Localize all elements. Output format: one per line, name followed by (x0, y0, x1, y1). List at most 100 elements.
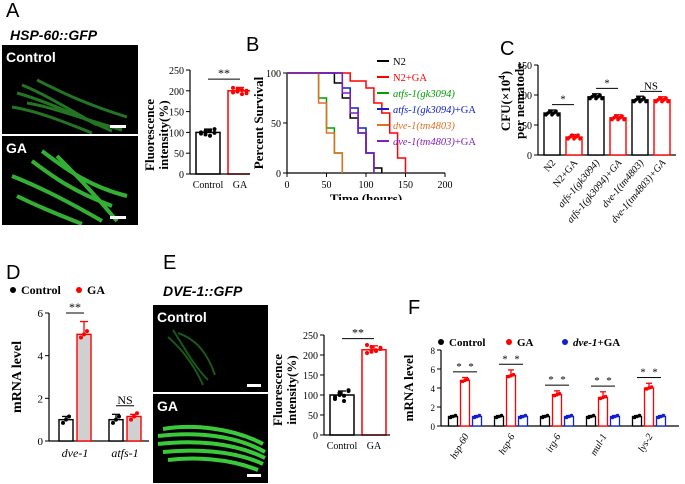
y-tick-label: 100 (169, 128, 184, 139)
chart-e-ylabel-2: intensity(%) (284, 355, 299, 424)
legend-label: atfs-1(gk3094)+GA (393, 105, 476, 116)
y-tick-label: 200 (303, 351, 318, 362)
y-tick-label: 50 (522, 121, 532, 132)
legend-label: GA (87, 283, 105, 297)
data-point (212, 130, 217, 135)
data-point (365, 343, 369, 347)
data-point (545, 413, 550, 418)
panel-letter-d: D (6, 262, 21, 284)
chart-e-ylabel-1: Fluorescence (270, 354, 285, 426)
legend-marker (506, 339, 512, 345)
y-tick-label: 150 (517, 61, 532, 72)
data-point (117, 414, 121, 419)
data-point (369, 349, 374, 354)
data-point (622, 117, 626, 122)
data-point (598, 93, 602, 97)
y-tick-label: 150 (303, 371, 318, 382)
data-point (79, 335, 83, 340)
x-tick-label: Control (327, 441, 358, 452)
legend-marker (438, 339, 444, 345)
y-tick-label: 8 (431, 346, 436, 356)
sig-label: * (652, 367, 658, 379)
y-tick-label: 0 (38, 436, 44, 448)
panel-letter-e: E (163, 252, 177, 274)
legend-label: dve-1+GA (573, 337, 620, 349)
x-tick-label: irg-6 (544, 432, 563, 455)
micro-label-a-ga: GA (6, 140, 27, 156)
data-point (203, 132, 208, 137)
y-tick-label: 0 (527, 151, 532, 162)
bar (505, 375, 517, 427)
bar (609, 117, 627, 156)
data-point (556, 113, 560, 117)
sig-label: * (594, 375, 600, 387)
legend-marker (76, 287, 82, 293)
panel-letter-a: A (6, 0, 20, 22)
bar (587, 96, 605, 156)
sig-label: ** (352, 326, 364, 340)
sig-label: * (604, 77, 610, 89)
data-point (649, 385, 654, 389)
legend-marker (562, 339, 568, 345)
worm-image-e-control (167, 329, 216, 386)
worm-image-e-ga (157, 424, 266, 472)
data-point (600, 96, 604, 101)
data-point (374, 348, 378, 353)
micrograph-a-ga: GA (2, 136, 138, 225)
data-point (346, 388, 351, 393)
data-point (212, 127, 217, 132)
y-tick-label: 100 (303, 391, 318, 402)
sig-label: * (468, 361, 474, 373)
data-point (615, 413, 620, 418)
x-tick-label: atfs-1 (111, 446, 138, 460)
x-axis-label: Time (hours) (330, 191, 402, 200)
data-point (82, 332, 86, 337)
legend-marker (10, 287, 16, 293)
data-point (64, 417, 68, 422)
sig-label: NS (117, 393, 132, 407)
data-point (658, 96, 662, 100)
data-point (333, 395, 337, 399)
sig-label: ** (69, 300, 81, 314)
data-point (569, 413, 574, 418)
y-tick-label: 0 (431, 422, 436, 432)
legend-label: Control (449, 337, 485, 349)
chart-d: 0 2 4 6 mRNA level Control GA dve-1 atfs-1 ** NS (10, 283, 149, 460)
bar (631, 99, 649, 156)
y-tick-label: 50 (174, 149, 184, 160)
x-tick-label: 50 (322, 180, 332, 191)
bar (543, 112, 561, 156)
y-tick-label: 6 (431, 365, 436, 375)
series-line (287, 72, 344, 173)
sig-label: * (640, 367, 646, 379)
sig-label: * (548, 374, 554, 386)
data-point (620, 114, 624, 118)
bar (551, 394, 563, 427)
bar (361, 349, 387, 436)
x-tick-label: 150 (398, 180, 413, 191)
panel-letter-f: F (408, 297, 421, 319)
chart-c-ylabel-1: CFU(×104) (497, 71, 513, 131)
data-point (61, 420, 65, 425)
micro-label-e-ga: GA (157, 398, 178, 414)
sig-label: * (514, 353, 520, 365)
y-tick-label: 4 (431, 384, 436, 394)
data-point (203, 129, 208, 134)
x-tick-label: 100 (359, 180, 374, 191)
data-point (664, 96, 668, 100)
series-line (287, 72, 344, 173)
data-point (208, 128, 212, 133)
bar (597, 396, 609, 427)
data-point (365, 351, 369, 355)
sig-label: * (606, 375, 612, 387)
data-point (244, 91, 249, 96)
data-point (637, 413, 642, 418)
scalebar (110, 125, 126, 128)
y-tick-label: 2 (38, 393, 44, 405)
data-point (337, 393, 342, 397)
y-tick-label: 200 (169, 87, 184, 98)
y-tick-label: 100 (517, 91, 532, 102)
y-axis-label: Percent Survival (251, 76, 266, 169)
y-tick-label: 150 (169, 108, 184, 119)
legend-label: N2+GA (393, 73, 427, 84)
